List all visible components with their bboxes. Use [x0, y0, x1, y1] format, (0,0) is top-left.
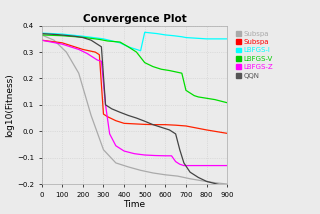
X-axis label: Time: Time — [123, 201, 146, 210]
Legend: Subspa, Subspa, LBFGS-I, LBFGS-V, LBFGS-Z, QQN: Subspa, Subspa, LBFGS-I, LBFGS-V, LBFGS-… — [234, 29, 275, 80]
Title: Convergence Plot: Convergence Plot — [83, 13, 186, 24]
Y-axis label: log10(Fitness): log10(Fitness) — [5, 73, 14, 137]
